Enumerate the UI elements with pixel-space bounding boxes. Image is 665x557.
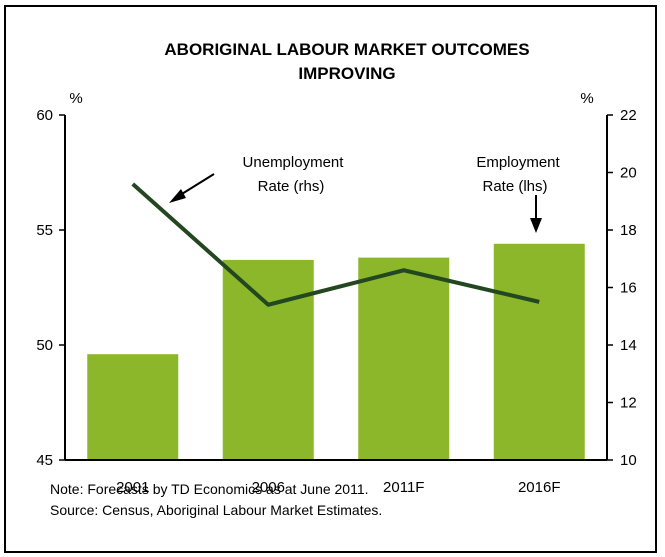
left-axis-unit: % [69,90,82,107]
employment-bars [87,243,585,460]
employment-annotation-arrow [530,195,542,233]
right-tick-label: 16 [620,280,637,297]
left-tick-label: 50 [36,337,53,354]
unemployment-rate-line [131,182,540,307]
chart-source: Source: Census, Aboriginal Labour Market… [50,502,383,518]
tick-labels: 45 50 55 60 10 12 14 16 18 20 22 2001 2006 2011F 2016F [36,107,636,496]
unemployment-annotation-arrow [169,173,215,203]
chart-note: Note: Forecasts by TD Economics as at Ju… [50,481,369,497]
right-tick-label: 10 [620,452,637,469]
category-label: 2011F [383,479,424,496]
employment-bar-2001 [87,354,179,460]
chart-frame: ABORIGINAL LABOUR MARKET OUTCOMES IMPROV… [4,5,657,553]
right-axis-unit: % [580,90,593,107]
category-label: 2006 [252,479,285,496]
right-tick-label: 22 [620,107,637,124]
employment-bar-2011f [358,257,450,460]
employment-annotation-line-1: Employment [476,154,560,171]
right-tick-label: 14 [620,337,637,354]
left-tick-label: 55 [36,222,53,239]
right-tick-label: 20 [620,165,637,182]
unemployment-line [131,182,540,307]
category-label: 2016F [518,479,561,496]
category-label: 2001 [116,479,149,496]
left-tick-label: 60 [36,107,53,124]
unemployment-annotation-line-2: Rate (rhs) [258,178,325,195]
employment-annotation-line-2: Rate (lhs) [482,178,547,195]
employment-bar-2006 [222,259,314,460]
chart-title-line-2: IMPROVING [298,64,395,83]
chart-title-line-1: ABORIGINAL LABOUR MARKET OUTCOMES [164,40,529,59]
right-tick-label: 18 [620,222,637,239]
chart-canvas: ABORIGINAL LABOUR MARKET OUTCOMES IMPROV… [36,40,636,496]
employment-bar-2016f [493,243,585,460]
axes [59,114,613,461]
left-tick-label: 45 [36,452,53,469]
unemployment-annotation-line-1: Unemployment [243,154,345,171]
right-tick-label: 12 [620,395,637,412]
